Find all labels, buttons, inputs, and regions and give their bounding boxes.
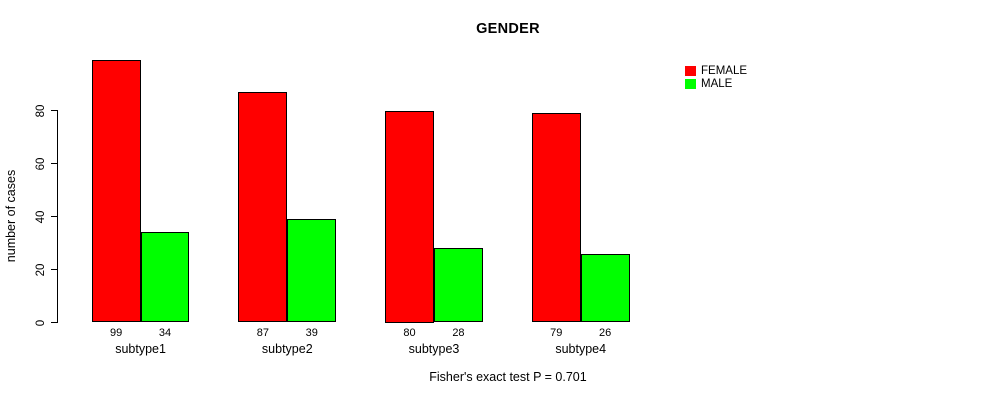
y-tick-label: 60 bbox=[35, 157, 47, 170]
bar-value-label: 87 bbox=[256, 327, 269, 339]
legend-label: MALE bbox=[701, 78, 733, 90]
bar-value-label: 99 bbox=[110, 327, 123, 339]
x-category-label: subtype3 bbox=[408, 342, 460, 356]
x-category-label: subtype2 bbox=[261, 342, 313, 356]
bar-male-subtype1 bbox=[140, 232, 190, 323]
bar-value-label: 39 bbox=[305, 327, 318, 339]
y-tick-mark bbox=[50, 162, 58, 165]
legend-swatch-female bbox=[685, 66, 696, 76]
y-tick-label: 40 bbox=[35, 210, 47, 223]
bar-female-subtype3 bbox=[385, 110, 434, 323]
bar-value-label: 28 bbox=[452, 327, 465, 339]
legend-item-male: MALE bbox=[685, 78, 747, 90]
y-tick-mark bbox=[50, 268, 58, 271]
legend: FEMALE MALE bbox=[685, 65, 747, 91]
legend-label: FEMALE bbox=[701, 65, 748, 77]
x-category-label: subtype4 bbox=[555, 342, 607, 356]
bar-value-label: 34 bbox=[158, 327, 172, 339]
y-tick-mark bbox=[50, 321, 58, 324]
y-axis-label: number of cases bbox=[4, 169, 18, 263]
bar-male-subtype3 bbox=[434, 248, 483, 323]
footer-note: Fisher's exact test P = 0.701 bbox=[429, 370, 587, 384]
bar-female-subtype1 bbox=[91, 60, 141, 323]
y-tick-mark bbox=[50, 109, 58, 112]
bar-male-subtype4 bbox=[580, 253, 630, 323]
y-tick-mark bbox=[50, 215, 58, 218]
legend-swatch-male bbox=[685, 79, 696, 89]
bar-female-subtype4 bbox=[531, 113, 581, 323]
legend-item-female: FEMALE bbox=[685, 65, 747, 77]
bar-male-subtype2 bbox=[287, 219, 337, 323]
bar-female-subtype2 bbox=[238, 91, 288, 323]
bar-value-label: 80 bbox=[403, 327, 416, 339]
y-tick-label: 0 bbox=[35, 319, 47, 326]
chart-title: GENDER bbox=[476, 21, 540, 37]
y-tick-label: 20 bbox=[35, 263, 47, 276]
bar-value-label: 26 bbox=[599, 327, 612, 339]
x-category-label: subtype1 bbox=[115, 342, 166, 356]
bar-value-label: 79 bbox=[550, 327, 563, 339]
y-tick-label: 80 bbox=[35, 104, 47, 117]
